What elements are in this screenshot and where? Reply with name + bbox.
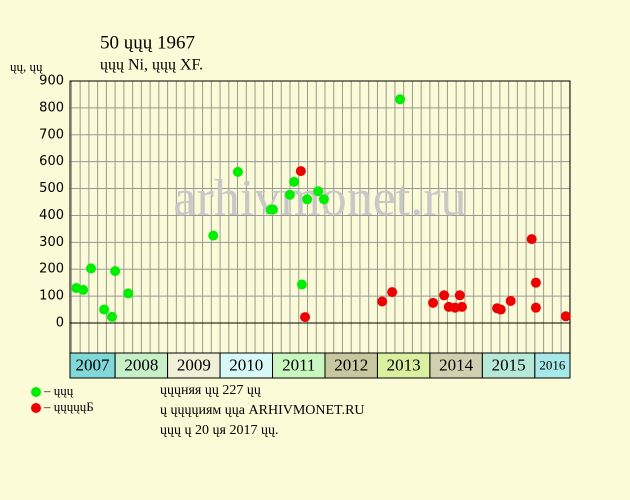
chart-title: 50 ųųų 1967 [100, 32, 195, 53]
x-tick-label: 2014 [439, 355, 474, 374]
data-point [295, 166, 306, 177]
data-point [495, 304, 506, 315]
data-point [454, 290, 465, 301]
data-point [284, 189, 295, 200]
year-band [167, 352, 221, 379]
legend-marker [31, 403, 41, 413]
data-point [268, 204, 279, 215]
y-tick-label: 200 [39, 262, 64, 277]
data-point [377, 296, 388, 307]
y-tick-label: 100 [39, 289, 64, 304]
plot-frame [69, 80, 571, 354]
x-tick-label: 2011 [282, 355, 315, 374]
x-tick-label: 2016 [539, 357, 566, 372]
x-tick-label: 2012 [334, 355, 368, 374]
y-tick-label: 600 [39, 154, 64, 169]
footnote: ųųųняя ųų 227 ųų [160, 383, 261, 398]
data-point [302, 194, 313, 205]
data-point [428, 297, 439, 308]
y-tick-label: 900 [39, 74, 64, 89]
data-point [395, 94, 406, 105]
x-tick-label: 2009 [177, 355, 211, 374]
y-tick-label: 0 [56, 316, 64, 331]
data-point [110, 266, 121, 277]
x-tick-label: 2008 [124, 355, 158, 374]
x-tick-label: 2013 [387, 355, 421, 374]
data-point [530, 277, 541, 288]
year-band [481, 352, 536, 379]
data-point [505, 295, 516, 306]
data-point [318, 194, 329, 205]
legend-label: – ųųų [43, 383, 74, 398]
year-band [219, 352, 274, 379]
data-point [106, 311, 117, 322]
data-point [99, 304, 110, 315]
data-point [208, 230, 219, 241]
data-point [232, 166, 243, 177]
y-tick-label: 700 [39, 127, 64, 142]
data-point [296, 279, 307, 290]
y-tick-label: 400 [39, 208, 64, 223]
year-band [69, 352, 116, 379]
y-tick-label: 800 [39, 100, 64, 115]
data-point [526, 234, 537, 245]
y-tick-label: 500 [39, 181, 64, 196]
legend-label: – ųųųųųБ [43, 399, 94, 414]
data-point [530, 302, 541, 313]
x-tick-label: 2010 [229, 355, 263, 374]
year-band [376, 352, 431, 379]
x-tick-label: 2007 [76, 355, 111, 374]
data-point [456, 301, 467, 312]
x-tick-label: 2015 [492, 355, 526, 374]
chart-subtitle: ųųų Ni, ųųų XF. [100, 57, 203, 74]
data-point [313, 186, 324, 197]
legend-marker [31, 387, 41, 397]
data-point [439, 290, 450, 301]
footnote: ų ųųųųиям ųųа ARHIVMONET.RU [160, 403, 365, 418]
data-point [300, 312, 311, 323]
y-tick-label: 300 [39, 235, 64, 250]
year-band [114, 352, 169, 379]
data-point [289, 176, 300, 187]
y-axis-label: ųų, ųų [10, 59, 43, 74]
data-point [78, 284, 89, 295]
footnote: ųųų ų 20 ųя 2017 ųų. [160, 423, 278, 438]
data-point [387, 287, 398, 298]
data-point [85, 263, 96, 274]
data-point [560, 311, 571, 322]
data-point [123, 288, 134, 299]
